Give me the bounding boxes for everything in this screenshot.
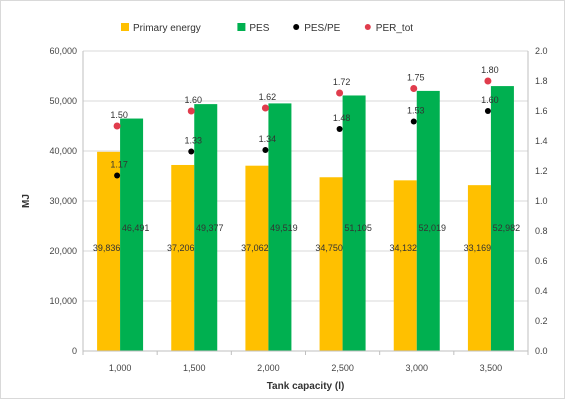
y2-tick-label: 0.4 (535, 286, 548, 296)
x-tick-label: 1,500 (183, 363, 206, 373)
axes: 0 10,000 20,000 30,000 40,000 50,000 60,000 0.0… (49, 46, 547, 373)
point-data-label: 1.60 (184, 95, 202, 105)
bar-data-label: 52,019 (418, 223, 446, 233)
point-pes-pe (336, 126, 343, 132)
y2-tick-label: 0.6 (535, 256, 548, 266)
y2-tick-label: 0.0 (535, 346, 548, 356)
bar-primary-energy (319, 177, 343, 351)
y2-tick-label: 0.2 (535, 316, 548, 326)
point-per-tot (113, 122, 121, 130)
bar-data-label: 49,377 (196, 223, 224, 233)
bar-primary-energy (97, 151, 121, 351)
legend-label: Primary energy (133, 23, 201, 34)
bar-series (97, 86, 514, 352)
point-data-label: 1.17 (110, 160, 128, 170)
x-tick-label: 1,000 (109, 363, 132, 373)
point-data-label: 1.62 (259, 92, 277, 102)
y-tick-label: 20,000 (49, 246, 77, 256)
gridlines (83, 50, 528, 352)
legend-label: PES (249, 23, 269, 34)
point-data-label: 1.72 (333, 77, 351, 87)
y2-tick-label: 1.4 (535, 136, 548, 146)
bar-primary-energy (393, 180, 417, 351)
bar-data-label: 37,206 (167, 243, 195, 253)
y-axis-title: MJ (21, 194, 32, 208)
legend-marker (364, 24, 371, 30)
point-per-tot (336, 89, 344, 97)
y-tick-label: 50,000 (49, 96, 77, 106)
bar-data-label: 51,105 (344, 223, 372, 233)
y2-tick-label: 0.8 (535, 226, 548, 236)
legend: Primary energy PES PES/PE PER_tot (121, 23, 413, 34)
bar-data-label: 34,750 (315, 243, 343, 253)
y-tick-label: 60,000 (49, 46, 77, 56)
bar-pes (416, 90, 440, 351)
point-per-tot (187, 107, 195, 115)
y-tick-label: 30,000 (49, 196, 77, 206)
legend-marker (293, 24, 300, 30)
point-data-label: 1.60 (481, 95, 499, 105)
bar-data-label: 46,491 (122, 223, 150, 233)
x-axis-title: Tank capacity (l) (267, 381, 345, 392)
bar-data-label: 52,982 (493, 223, 521, 233)
point-data-label: 1.48 (333, 113, 351, 123)
y-tick-label: 0 (72, 346, 77, 356)
y2-tick-label: 1.8 (535, 76, 548, 86)
point-series (113, 77, 492, 179)
point-data-label: 1.34 (259, 134, 277, 144)
bar-primary-energy (245, 165, 269, 351)
bar-data-label: 33,169 (464, 243, 492, 253)
legend-label: PES/PE (304, 23, 340, 34)
point-per-tot (410, 85, 418, 92)
point-data-label: 1.80 (481, 65, 499, 75)
bar-data-label: 34,132 (389, 243, 417, 253)
y2-tick-label: 1.2 (535, 166, 548, 176)
data-labels: 39,836 37,206 37,062 34,750 34,132 33,169 46,4… (93, 65, 520, 253)
point-pes-pe (262, 147, 269, 153)
point-data-label: 1.33 (184, 136, 202, 146)
point-per-tot (261, 104, 269, 112)
x-tick-label: 3,000 (405, 363, 428, 373)
point-pes-pe (484, 108, 491, 114)
x-tick-label: 3,500 (480, 363, 503, 373)
point-pes-pe (410, 118, 417, 125)
legend-swatch (237, 23, 246, 31)
bar-pes (342, 95, 366, 351)
y2-tick-label: 2.0 (535, 46, 548, 56)
legend-label: PER_tot (376, 23, 413, 34)
bar-pes (194, 104, 218, 352)
y-tick-label: 40,000 (49, 146, 77, 156)
bar-primary-energy (467, 185, 491, 351)
y2-tick-label: 1.6 (535, 106, 548, 116)
point-pes-pe (188, 148, 195, 155)
bar-data-label: 37,062 (241, 243, 269, 253)
point-per-tot (484, 77, 492, 85)
bar-pes (490, 86, 514, 351)
y-tick-label: 10,000 (49, 296, 77, 306)
bar-pes (120, 118, 144, 351)
legend-swatch (121, 23, 129, 31)
point-data-label: 1.53 (407, 106, 425, 116)
x-tick-label: 2,500 (331, 363, 354, 373)
bar-data-label: 39,836 (93, 243, 121, 253)
bar-data-label: 49,519 (270, 223, 298, 233)
point-data-label: 1.50 (110, 110, 128, 120)
bar-primary-energy (171, 164, 195, 351)
point-pes-pe (114, 172, 121, 179)
x-tick-label: 2,000 (257, 363, 280, 373)
point-data-label: 1.75 (407, 73, 425, 83)
y2-tick-label: 1.0 (535, 196, 548, 206)
bar-pes (268, 103, 292, 351)
